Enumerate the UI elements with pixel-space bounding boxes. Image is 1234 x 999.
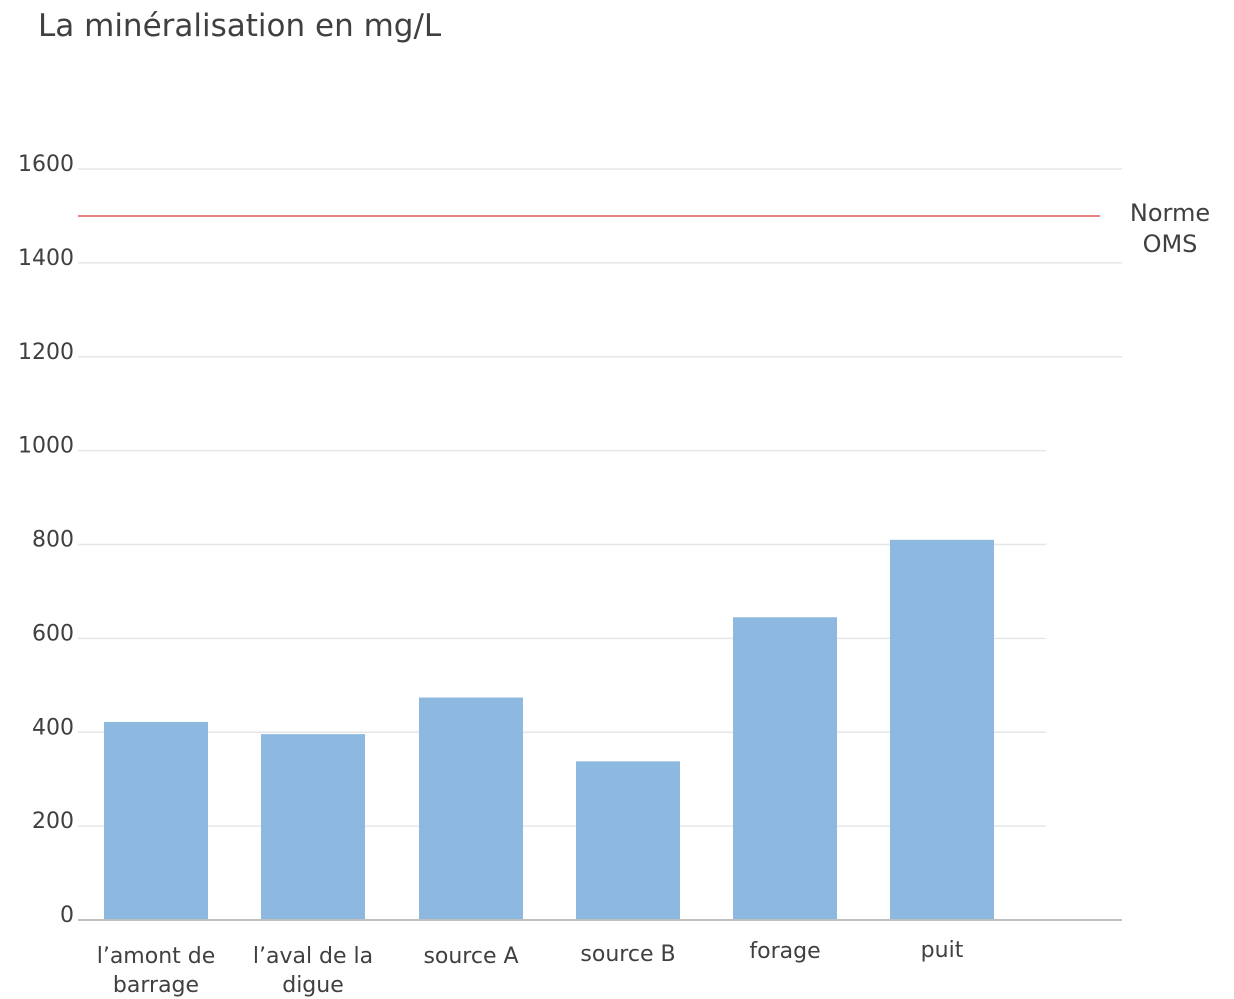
bar-5 [733, 617, 837, 920]
x-category-label-line: puit [921, 938, 964, 963]
x-category-label: l’aval de la digue [253, 944, 373, 998]
y-tick-label: 600 [32, 621, 74, 646]
bar-2 [261, 734, 365, 920]
x-category-label: l’amont de barrage [97, 944, 216, 998]
axes: 0 200 400 600 800 1000 1200 1400 1600 l’amont de b… [18, 152, 1122, 998]
x-category-label-line: source A [423, 944, 518, 969]
bar-4 [576, 761, 680, 920]
y-tick-label: 1400 [18, 246, 74, 271]
x-category-label: source B [580, 942, 675, 967]
x-category-label-line: barrage [113, 973, 199, 998]
bars [104, 539, 994, 920]
y-tick-label: 1200 [18, 340, 74, 365]
y-tick-label: 200 [32, 809, 74, 834]
x-category-label-line: forage [749, 939, 820, 964]
reference-line-label-line: OMS [1143, 230, 1198, 258]
bar-3 [419, 697, 523, 920]
x-category-label-line: digue [282, 973, 344, 998]
x-category-label-line: l’amont de [97, 944, 216, 969]
y-tick-label: 1600 [18, 152, 74, 177]
x-category-label-line: l’aval de la [253, 944, 373, 969]
reference-line-group: Norme OMS [78, 199, 1210, 258]
y-tick-label: 400 [32, 715, 74, 740]
x-category-label: puit [921, 938, 964, 963]
y-tick-label: 800 [32, 528, 74, 553]
bar-6 [890, 539, 994, 920]
gridlines [78, 168, 1122, 827]
y-tick-label: 0 [60, 903, 74, 928]
chart-title: La minéralisation en mg/L [38, 8, 442, 44]
x-category-label: forage [749, 939, 820, 964]
y-tick-label: 1000 [18, 434, 74, 459]
x-category-label: source A [423, 944, 518, 969]
reference-line-label: Norme OMS [1130, 199, 1210, 258]
x-category-label-line: source B [580, 942, 675, 967]
reference-line-label-line: Norme [1130, 199, 1210, 227]
bar-1 [104, 721, 208, 920]
